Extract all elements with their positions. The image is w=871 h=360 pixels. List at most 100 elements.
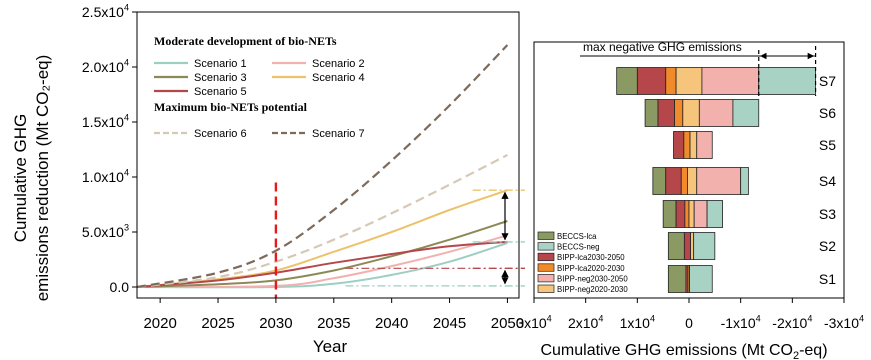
segment-s4-bipp-lca2030-2050 <box>665 167 682 195</box>
series-line-4 <box>136 189 508 288</box>
left-x-tick-label: 2040 <box>375 315 408 332</box>
category-label-s7: S7 <box>819 73 836 89</box>
segment-s2-bipp-lca2030-2050 <box>683 232 691 260</box>
legend-label-5: Scenario 5 <box>194 86 247 98</box>
category-label-s5: S5 <box>819 137 836 153</box>
left-y-axis-label-line2: emissions reduction (Mt CO₂-eq) <box>33 55 52 302</box>
legend-label-2: Scenario 2 <box>312 58 365 70</box>
segment-s2-beccs-neg <box>693 232 716 260</box>
right-x-axis-label: Cumulative GHG emissions (Mt CO2-eq) <box>540 342 827 360</box>
left-y-tick-label-mantissa: 2.0x10 <box>82 59 124 75</box>
right-x-tick-label: -2x104 <box>772 314 812 331</box>
left-y-tick-label-mantissa: 2.5x10 <box>82 4 124 20</box>
legend-items: Scenario 1 Scenario 2 Scenario 3 Scenario 4… <box>154 58 365 140</box>
right-legend-label-5: BIPP-neg2030-2050 <box>557 274 628 283</box>
series-line-6 <box>136 154 508 289</box>
right-legend-label-6: BIPP-neg2020-2030 <box>557 285 628 294</box>
bar-s1 <box>667 265 713 293</box>
left-y-tick-label-exponent: 4 <box>124 113 129 123</box>
left-y-tick-label: 1.5x104 <box>82 113 129 130</box>
left-y-tick-label-mantissa: 1.0x10 <box>82 169 124 185</box>
segment-s7-beccs-lca <box>616 67 638 95</box>
right-x-tick-label-mantissa: 3x10 <box>516 315 547 331</box>
segment-s2-bipp-neg2020-2030 <box>690 232 695 260</box>
right-legend-label-3: BIPP-lca2030-2050 <box>557 253 625 262</box>
legend-group2-title: Maximum bio-NETs potential <box>154 100 308 114</box>
segment-s7-bipp-neg2030-2050 <box>701 67 760 95</box>
left-y-tick-label: 0.0 <box>110 279 130 295</box>
series-line-7 <box>136 44 509 289</box>
left-x-ticks: 2020 2025 2030 2035 2040 2045 2050 <box>143 298 524 332</box>
right-legend-swatch-1 <box>537 231 555 240</box>
left-x-tick-label: 2025 <box>201 315 234 332</box>
bar-s3 <box>662 200 723 228</box>
right-x-tick-label-exponent: 4 <box>650 314 655 324</box>
right-x-tick-label-exponent: 4 <box>547 314 552 324</box>
right-x-tick-label-mantissa: 1x10 <box>620 315 651 331</box>
legend-label-7: Scenario 7 <box>312 128 365 140</box>
right-x-tick-label-exponent: 4 <box>807 314 812 324</box>
series-line-3 <box>136 220 508 288</box>
segment-s7-bipp-neg2020-2030 <box>675 67 703 95</box>
right-legend-label-4: BIPP-lca2020-2030 <box>557 264 625 273</box>
segment-s3-bipp-lca2030-2050 <box>675 200 686 228</box>
left-x-tick-label: 2035 <box>317 315 350 332</box>
bar-s7 <box>616 67 816 95</box>
category-label-s1: S1 <box>819 271 836 287</box>
left-y-tick-label: 2.5x104 <box>82 3 129 20</box>
category-label-s6: S6 <box>819 105 836 121</box>
legend-group1-title: Moderate development of bio-NETs <box>154 34 337 48</box>
segment-s6-bipp-lca2020-2030 <box>674 99 684 127</box>
legend-label-4: Scenario 4 <box>312 72 365 84</box>
segment-s3-bipp-lca2020-2030 <box>684 200 690 228</box>
right-x-tick-label-mantissa: -1x10 <box>721 315 756 331</box>
left-x-tick-label: 2050 <box>491 315 524 332</box>
left-series-layer <box>136 44 509 289</box>
segment-s6-beccs-lca <box>644 99 659 127</box>
segment-s7-beccs-neg <box>758 67 816 95</box>
right-legend-swatch-2 <box>537 242 555 251</box>
category-label-s4: S4 <box>819 173 836 189</box>
left-x-tick-label: 2030 <box>259 315 292 332</box>
left-y-axis-label-line1: Cumulative GHG <box>11 114 30 242</box>
segment-s3-bipp-neg2020-2030 <box>688 200 695 228</box>
category-label-s3: S3 <box>819 206 836 222</box>
right-x-ticks: 3x104 2x104 1x104 0 -1x104 -2x104 -3x104 <box>516 298 864 331</box>
left-y-tick-label-mantissa: 1.5x10 <box>82 114 124 130</box>
segment-s1-beccs-lca <box>667 265 687 293</box>
right-x-tick-label: -1x104 <box>721 314 761 331</box>
right-x-tick-label-mantissa: 2x10 <box>568 315 599 331</box>
left-x-tick-label: 2045 <box>433 315 466 332</box>
right-x-tick-label: 3x104 <box>516 314 551 331</box>
left-y-tick-label: 5.0x103 <box>82 223 129 240</box>
segment-s3-bipp-neg2030-2050 <box>693 200 708 228</box>
segment-s4-bipp-neg2030-2050 <box>696 167 742 195</box>
category-label-s2: S2 <box>819 238 836 254</box>
bar-s4 <box>652 167 749 195</box>
right-x-tick-label-exponent: 4 <box>598 314 603 324</box>
right-x-tick-label-exponent: 4 <box>859 314 864 324</box>
right-x-axis-label-sub: 2 <box>793 350 799 360</box>
right-x-tick-label-mantissa: 0 <box>685 315 693 331</box>
right-x-axis-label-main: Cumulative GHG emissions (Mt CO <box>540 342 793 359</box>
bar-s6 <box>644 99 760 127</box>
segment-s5-bipp-lca2030-2050 <box>673 131 685 159</box>
right-chart: 3x104 2x104 1x104 0 -1x104 -2x104 -3x104 S7S6S… <box>516 40 864 360</box>
segment-s6-bipp-neg2020-2030 <box>682 99 700 127</box>
legend-label-1: Scenario 1 <box>194 58 247 70</box>
bar-s5 <box>673 131 713 159</box>
left-reference-lines <box>345 189 525 287</box>
right-legend-swatch-3 <box>537 252 555 262</box>
left-y-tick-label-exponent: 4 <box>124 168 129 178</box>
left-y-tick-label-mantissa: 0.0 <box>110 279 130 295</box>
segment-s6-beccs-neg <box>732 99 760 127</box>
right-legend-swatch-6 <box>537 284 555 293</box>
max-negative-annotation: max negative GHG emissions <box>580 40 817 96</box>
right-bars-layer <box>616 67 816 293</box>
left-y-tick-label-exponent: 3 <box>124 223 129 233</box>
legend-label-6: Scenario 6 <box>194 128 247 140</box>
right-x-tick-label-exponent: 4 <box>756 314 761 324</box>
right-x-tick-label: -3x104 <box>824 314 864 331</box>
